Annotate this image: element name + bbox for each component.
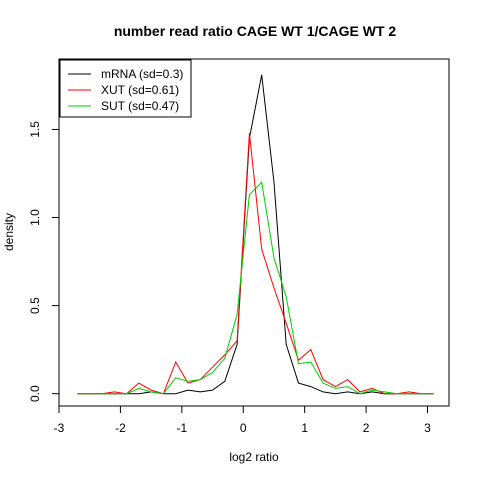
x-tick-label: -2 bbox=[115, 421, 126, 435]
legend-label-2: XUT (sd=0.61) bbox=[101, 83, 179, 97]
y-axis: 0.0 0.5 1.0 1.5 bbox=[28, 121, 60, 402]
series-line-2 bbox=[77, 132, 434, 395]
chart-title: number read ratio CAGE WT 1/CAGE WT 2 bbox=[114, 23, 397, 39]
y-axis-label: density bbox=[2, 213, 16, 251]
legend-label-3: SUT (sd=0.47) bbox=[101, 99, 179, 113]
x-tick-label: 3 bbox=[424, 421, 431, 435]
legend-label-1: mRNA (sd=0.3) bbox=[101, 67, 183, 81]
series-layer bbox=[77, 74, 434, 395]
x-axis: -3 -2 -1 0 1 2 3 bbox=[54, 405, 431, 435]
legend: mRNA (sd=0.3) XUT (sd=0.61) SUT (sd=0.47) bbox=[59, 59, 192, 118]
y-tick-label: 0.0 bbox=[28, 385, 42, 402]
y-tick-label: 1.5 bbox=[28, 121, 42, 138]
series-line-1 bbox=[77, 74, 434, 395]
x-tick-label: 0 bbox=[240, 421, 247, 435]
x-tick-label: 1 bbox=[301, 421, 308, 435]
y-tick-label: 0.5 bbox=[28, 297, 42, 314]
x-axis-label: log2 ratio bbox=[229, 450, 279, 464]
legend-box bbox=[59, 59, 192, 118]
x-tick-label: -1 bbox=[176, 421, 187, 435]
y-tick-label: 1.0 bbox=[28, 209, 42, 226]
series-line-3 bbox=[77, 181, 434, 395]
x-tick-label: -3 bbox=[54, 421, 65, 435]
x-tick-label: 2 bbox=[363, 421, 370, 435]
